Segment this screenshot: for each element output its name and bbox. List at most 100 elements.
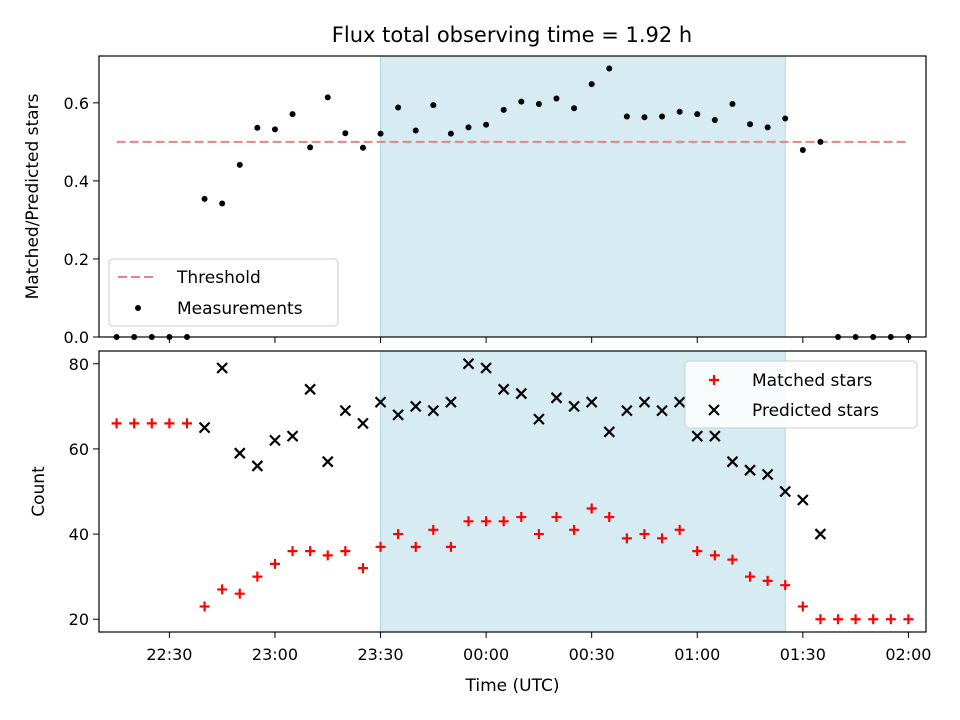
matched-stars-point [146, 418, 157, 429]
measurement-point [571, 105, 578, 112]
measurement-point [764, 124, 771, 131]
predicted-stars-point [233, 447, 246, 459]
predicted-stars-point [797, 494, 809, 506]
matched-stars-point [305, 546, 316, 557]
matched-stars-point [111, 418, 122, 429]
x-tick-label: 02:00 [885, 645, 931, 664]
predicted-stars-point [304, 383, 316, 396]
matched-stars-point [780, 580, 791, 591]
measurement-point [395, 104, 402, 111]
matched-stars-point [393, 529, 404, 540]
x-tick-label: 22:30 [146, 645, 192, 664]
predicted-stars-point [445, 396, 457, 408]
predicted-stars-point [585, 396, 598, 408]
measurement-point [377, 130, 384, 137]
predicted-stars-point [251, 460, 264, 472]
matched-stars-point [357, 563, 368, 574]
predicted-stars-point [568, 400, 580, 413]
matched-stars-point [533, 529, 544, 540]
legend-matched-swatch [709, 375, 719, 385]
matched-stars-point [621, 533, 632, 544]
predicted-stars-point [726, 455, 739, 468]
legend-predicted-swatch [708, 404, 720, 416]
measurement-point [659, 113, 666, 120]
predicted-stars-point [357, 417, 369, 430]
legend-matched-label: Matched stars [752, 371, 872, 391]
measurement-point [729, 101, 736, 108]
predicted-stars-point [216, 362, 228, 374]
matched-stars-point [410, 541, 421, 552]
measurement-point [483, 121, 490, 128]
matched-stars-point [322, 550, 333, 561]
predicted-stars-point [198, 421, 211, 434]
matched-stars-point [797, 601, 808, 612]
x-tick-label: 23:30 [357, 645, 403, 664]
legend-threshold-label: Threshold [176, 268, 261, 288]
y-tick-label: 0.6 [64, 94, 89, 113]
measurement-point [782, 115, 789, 122]
matched-stars-point [850, 614, 861, 625]
matched-stars-point [674, 524, 685, 535]
measurement-point [588, 81, 595, 88]
legend: Matched stars Predicted stars [684, 360, 918, 429]
x-tick-label: 01:00 [674, 645, 720, 664]
predicted-stars-point [814, 528, 827, 540]
predicted-stars-point [638, 396, 651, 408]
matched-stars-point [639, 529, 650, 540]
matched-stars-point [815, 614, 826, 625]
matched-stars-point [868, 614, 879, 625]
x-tick-label: 00:00 [463, 645, 509, 664]
predicted-stars-point [480, 362, 492, 374]
measurement-point [694, 111, 701, 118]
y-tick-label: 0.4 [64, 172, 89, 191]
matched-stars-point [217, 584, 228, 595]
measurement-point [289, 111, 296, 118]
matched-stars-point [445, 541, 456, 552]
predicted-stars-point [286, 430, 299, 442]
predicted-stars-point [497, 383, 510, 396]
y-axis-label: Matched/Predicted stars [23, 93, 43, 299]
matched-stars-point [199, 601, 210, 612]
matched-stars-point [164, 418, 175, 429]
y-tick-label: 40 [69, 525, 89, 544]
matched-stars-point [833, 614, 844, 625]
legend-box [108, 258, 339, 327]
measurement-point [553, 95, 560, 102]
predicted-stars-point [533, 413, 545, 425]
matched-stars-point [252, 571, 263, 582]
matched-stars-point [481, 516, 492, 527]
axes-frame [98, 350, 927, 633]
matched-stars-point [569, 524, 580, 535]
x-tick-label: 23:00 [252, 645, 298, 664]
matched-stars-point [463, 516, 474, 527]
matched-stars-point [551, 512, 562, 523]
axes-frame [98, 55, 927, 338]
y-tick-label: 0.2 [64, 250, 89, 269]
y-tick-label: 0.0 [64, 328, 89, 347]
matched-stars-point [586, 503, 597, 514]
matched-stars-point [498, 516, 509, 527]
measurement-point [518, 98, 525, 105]
measurement-point [342, 130, 349, 137]
x-axis-label: Time (UTC) [465, 676, 560, 696]
predicted-stars-point [603, 426, 616, 438]
matched-stars-point [885, 614, 896, 625]
predicted-stars-point [269, 434, 281, 447]
y-tick-label: 20 [69, 610, 89, 629]
bottom-panel: 20 40 60 80 22:30 23:00 23:30 00:00 00:30 01:00 01… [29, 350, 931, 696]
predicted-stars-point [374, 396, 387, 408]
measurement-point [271, 126, 278, 133]
predicted-stars-point [515, 387, 528, 400]
measurement-point [219, 200, 226, 207]
matched-stars-point [709, 550, 720, 561]
measurement-point [747, 121, 754, 128]
predicted-stars-point [691, 430, 704, 442]
measurement-point [430, 102, 437, 109]
y-axis-label: Count [29, 466, 49, 517]
measurement-point [641, 114, 648, 121]
matched-stars-point [129, 418, 140, 429]
matched-stars-point [375, 541, 386, 552]
measurement-point [623, 113, 630, 120]
measurement-point [817, 138, 824, 145]
